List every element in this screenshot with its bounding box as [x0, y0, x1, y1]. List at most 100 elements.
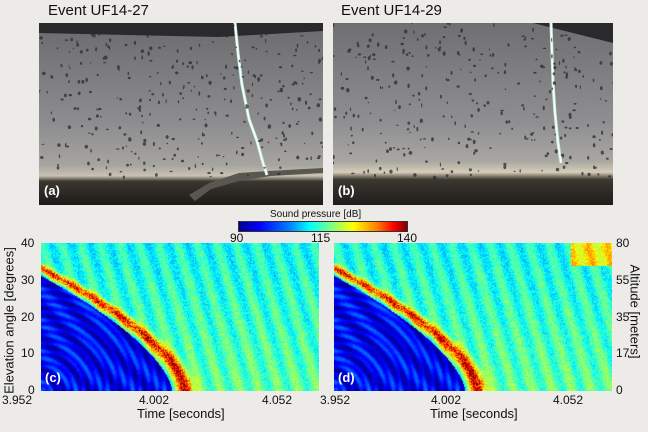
raindrop: [402, 51, 404, 55]
raindrop: [511, 127, 514, 130]
raindrop: [152, 141, 155, 147]
raindrop: [263, 116, 266, 121]
raindrop: [238, 59, 241, 63]
y-tick-right: 17: [616, 346, 630, 360]
raindrop: [207, 95, 211, 98]
raindrop: [441, 168, 445, 170]
raindrop: [91, 133, 94, 136]
raindrop: [340, 72, 343, 76]
raindrop: [424, 146, 426, 149]
raindrop: [411, 23, 413, 25]
raindrop: [149, 112, 151, 116]
raindrop: [573, 56, 575, 59]
raindrop: [125, 145, 127, 148]
raindrop: [257, 112, 259, 115]
raindrop: [122, 146, 124, 150]
raindrop: [604, 100, 608, 102]
raindrop: [381, 86, 384, 89]
raindrop: [333, 154, 335, 160]
raindrop: [361, 127, 364, 132]
raindrop: [123, 133, 127, 136]
raindrop: [454, 121, 456, 126]
raindrop: [305, 157, 309, 160]
raindrop: [171, 157, 174, 161]
raindrop: [196, 60, 198, 65]
raindrop: [300, 35, 304, 37]
raindrop: [525, 138, 529, 140]
raindrop: [69, 67, 71, 69]
raindrop: [350, 134, 353, 137]
raindrop: [373, 58, 376, 61]
raindrop: [416, 126, 419, 132]
raindrop: [186, 65, 189, 68]
raindrop: [422, 138, 427, 140]
raindrop: [413, 125, 415, 129]
raindrop: [469, 173, 472, 176]
raindrop: [500, 111, 503, 116]
raindrop: [303, 23, 306, 26]
raindrop: [163, 45, 166, 48]
raindrop: [244, 59, 247, 62]
raindrop: [347, 144, 349, 146]
raindrop: [413, 30, 415, 35]
raindrop: [257, 77, 261, 81]
raindrop: [214, 111, 217, 115]
raindrop: [551, 125, 555, 129]
raindrop: [279, 166, 282, 169]
raindrop: [73, 107, 77, 110]
raindrop: [408, 151, 413, 155]
raindrop: [409, 131, 411, 134]
raindrop: [479, 58, 481, 61]
raindrop: [405, 53, 409, 56]
raindrop: [407, 83, 410, 88]
raindrop: [486, 100, 490, 105]
raindrop: [507, 43, 510, 47]
y-axis-label-right: Altitude [meters]: [627, 264, 643, 359]
raindrop: [425, 66, 428, 68]
raindrop: [601, 130, 604, 135]
raindrop: [521, 104, 525, 107]
raindrop: [425, 86, 428, 91]
raindrop: [193, 85, 196, 88]
raindrop: [190, 89, 193, 92]
raindrop: [456, 85, 460, 88]
raindrop: [152, 164, 155, 168]
raindrop: [421, 103, 423, 108]
raindrop: [143, 168, 147, 172]
raindrop: [86, 48, 89, 52]
raindrop: [119, 170, 123, 173]
raindrop: [369, 54, 371, 58]
raindrop: [276, 25, 279, 30]
raindrop: [349, 107, 352, 112]
raindrop: [146, 34, 149, 38]
raindrop: [545, 98, 548, 101]
raindrop: [64, 93, 67, 98]
raindrop: [554, 133, 556, 136]
raindrop: [372, 53, 376, 57]
raindrop: [551, 54, 553, 59]
raindrop: [211, 167, 214, 172]
raindrop: [379, 118, 382, 122]
raindrop: [524, 45, 527, 48]
raindrop: [68, 80, 70, 84]
raindrop: [531, 37, 534, 40]
raindrop: [404, 29, 408, 34]
raindrop: [58, 154, 61, 159]
raindrop: [91, 167, 94, 171]
raindrop: [194, 163, 197, 169]
raindrop: [296, 155, 300, 160]
raindrop: [579, 23, 582, 26]
spectrogram-c: (c): [41, 243, 319, 391]
raindrop: [539, 23, 543, 25]
raindrop: [87, 161, 90, 166]
y-tick-left: 30: [21, 273, 35, 287]
raindrop: [367, 169, 370, 174]
raindrop: [407, 121, 411, 125]
raindrop: [599, 61, 603, 65]
raindrop: [431, 137, 434, 142]
raindrop: [277, 172, 281, 175]
raindrop: [440, 94, 442, 99]
raindrop: [492, 53, 495, 57]
raindrop: [442, 51, 446, 56]
raindrop: [460, 28, 463, 33]
